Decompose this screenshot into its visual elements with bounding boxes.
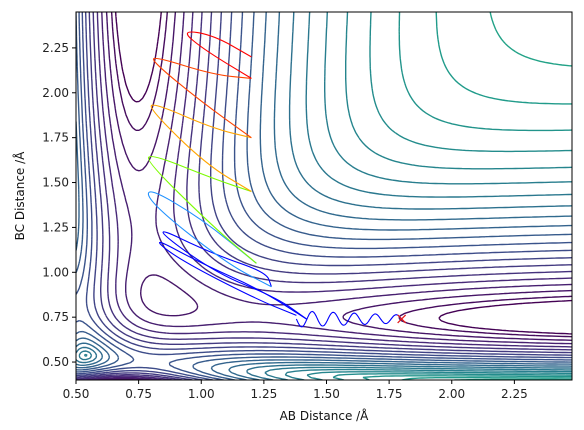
trajectory-segment-7: [186, 31, 252, 79]
contour-level-18: [362, 12, 572, 380]
contour-level-13: [76, 12, 572, 380]
contour-level-16: [306, 12, 572, 380]
y-tick-label-3: 1.25: [42, 220, 69, 234]
x-tick-label-6: 2.00: [438, 387, 465, 401]
contour-level-4: [76, 12, 572, 380]
y-tick-label-6: 2.00: [42, 86, 69, 100]
contour-level-17: [332, 12, 572, 380]
x-axis-label: AB Distance /Å: [280, 408, 370, 423]
contour-level-12: [76, 12, 572, 380]
y-axis-label: BC Distance /Å: [12, 151, 27, 241]
y-tick-label-5: 1.75: [42, 131, 69, 145]
trajectory-path: [147, 31, 407, 328]
trajectory-segment-3: [147, 191, 272, 288]
trajectory-segment-0: [295, 310, 403, 328]
contour-level-7: [76, 12, 572, 380]
trajectory-segment-4: [147, 156, 257, 264]
contour-level-11: [76, 12, 572, 380]
x-tick-label-2: 1.00: [188, 387, 215, 401]
contour-level-14: [78, 12, 572, 380]
trajectory-start-marker: [397, 314, 407, 324]
y-axis-ticks: 0.50 0.75 1.00 1.25 1.50 1.75 2.00 2.25: [42, 41, 76, 369]
trajectory-segment-5: [150, 104, 252, 192]
contour-level-5: [76, 12, 572, 380]
x-tick-label-1: 0.75: [125, 387, 152, 401]
x-tick-label-7: 2.25: [501, 387, 528, 401]
x-tick-label-0: 0.50: [63, 387, 90, 401]
contour-level-15: [83, 12, 572, 380]
y-tick-label-4: 1.50: [42, 176, 69, 190]
contour-level-8: [76, 12, 572, 380]
y-tick-label-0: 0.50: [42, 355, 69, 369]
trajectory-segment-6: [152, 57, 252, 139]
trajectory-segment-1: [159, 241, 307, 320]
y-tick-label-2: 1.00: [42, 265, 69, 279]
y-tick-label-7: 2.25: [42, 41, 69, 55]
x-tick-label-5: 1.75: [376, 387, 403, 401]
contour-level-6: [76, 12, 572, 380]
plot-frame: [75, 11, 573, 381]
y-tick-label-1: 0.75: [42, 310, 69, 324]
x-axis-ticks: 0.50 0.75 1.00 1.25 1.50 1.75 2.00 2.25: [63, 380, 528, 401]
trajectory-segment-2: [162, 231, 307, 320]
x-tick-label-3: 1.25: [251, 387, 278, 401]
x-tick-label-4: 1.50: [313, 387, 340, 401]
contour-level-0: [115, 12, 572, 380]
contour-level-9: [76, 12, 572, 380]
